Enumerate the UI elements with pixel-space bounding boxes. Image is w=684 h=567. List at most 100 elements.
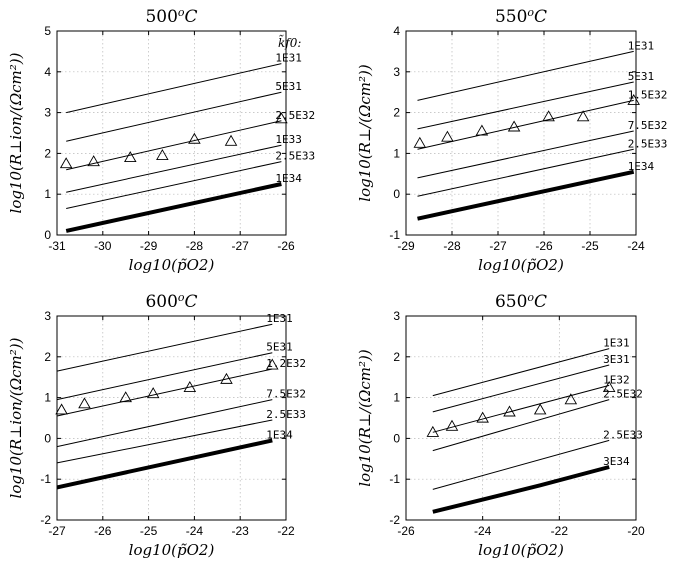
x-tick-label: -22	[551, 524, 569, 538]
x-tick-label: -26	[535, 239, 553, 253]
x-tick-label: -31	[48, 239, 66, 253]
y-tick-label: 4	[44, 65, 51, 79]
data-marker-triangle	[124, 151, 137, 163]
y-tick-label: 2	[44, 146, 51, 160]
series-label: 3E31	[603, 353, 630, 366]
series-label: 1E32	[603, 373, 630, 386]
series-label: 1E31	[266, 312, 293, 325]
y-tick-label: 1	[393, 391, 400, 405]
y-tick-label: 2	[393, 106, 400, 120]
series-label: 2.5E32	[275, 109, 315, 122]
y-tick-label: 2	[393, 350, 400, 364]
plot-frame	[56, 30, 287, 236]
x-axis-label: log10(p̃O2)	[478, 541, 564, 559]
series-line-7-5e32	[417, 130, 634, 179]
series-line-5e31	[66, 91, 282, 142]
x-tick-label: -26	[94, 524, 112, 538]
data-marker-triangle	[59, 157, 73, 169]
data-marker-triangle	[426, 425, 440, 437]
series-line-7-5e32	[56, 399, 273, 448]
series-label: 5E31	[275, 80, 302, 93]
y-tick-label: -2	[389, 513, 400, 527]
x-tick-label: -30	[94, 239, 112, 253]
series-line-1e31	[56, 323, 273, 372]
series-line-1e32	[432, 384, 610, 433]
y-tick-label: -1	[389, 228, 400, 242]
y-tick-label: 3	[44, 309, 51, 323]
y-tick-label: 0	[44, 228, 51, 242]
x-tick-label: -29	[397, 239, 415, 253]
series-line-1e31	[432, 348, 610, 397]
series-label: 1E31	[628, 39, 655, 52]
series-label: 2.5E33	[266, 408, 306, 421]
series-line-2-5e33	[56, 419, 273, 464]
x-tick-label: -23	[232, 524, 250, 538]
y-axis-label: log10(R⊥ion/(Ωcm²))	[7, 337, 25, 498]
series-line-1e34	[65, 182, 282, 233]
y-tick-label: -2	[40, 513, 51, 527]
series-line-1e31	[66, 63, 282, 114]
plot-frame	[56, 315, 287, 521]
series-label: 2.5E32	[603, 388, 643, 401]
series-line-1e31	[417, 50, 634, 101]
series-line-5e31	[56, 352, 273, 401]
y-tick-label: 1	[393, 146, 400, 160]
data-marker-triangle	[476, 411, 489, 423]
data-marker-triangle	[87, 155, 100, 167]
y-tick-label: 3	[44, 106, 51, 120]
y-axis-label: log10(R⊥/(Ωcm²))	[356, 349, 374, 487]
data-marker-triangle	[146, 387, 160, 399]
data-marker-triangle	[413, 136, 427, 148]
chart-panel-1: -31 -30 -29 -28 -27 -26 0 1 2 3 4 5 500oC log10(p̃O2)…	[7, 6, 315, 275]
x-tick-label: -25	[581, 239, 599, 253]
x-tick-label: -22	[277, 524, 295, 538]
series-label: 7.5E32	[266, 388, 306, 401]
data-marker-triangle	[220, 372, 233, 384]
series-line-2-5e32	[66, 120, 282, 171]
x-tick-label: -24	[627, 239, 645, 253]
x-tick-label: -28	[186, 239, 204, 253]
chart-title: 500oC	[145, 6, 197, 28]
series-label: 5E31	[628, 70, 655, 83]
series-line-3e31	[432, 364, 610, 413]
data-marker-triangle	[445, 419, 459, 431]
data-marker-triangle	[576, 110, 590, 122]
y-tick-label: 3	[393, 65, 400, 79]
data-marker-triangle	[602, 380, 616, 392]
x-tick-label: -27	[232, 239, 250, 253]
data-marker-triangle	[441, 130, 454, 142]
chart-panel-4: -26 -24 -22 -20 -2 -1 0 1 2 3 650oC log10(p̃O2) log1…	[356, 291, 645, 560]
y-axis-label: log10(R⊥/(Ωcm²))	[356, 64, 374, 202]
x-tick-label: -26	[397, 524, 415, 538]
y-tick-label: 0	[393, 187, 400, 201]
x-tick-label: -29	[140, 239, 158, 253]
series-line-1-5e32	[417, 99, 634, 150]
y-tick-label: 2	[44, 350, 51, 364]
data-marker-triangle	[119, 391, 132, 403]
data-marker-triangle	[503, 405, 516, 417]
plot-frame	[405, 30, 637, 236]
series-label: 1E31	[275, 52, 302, 65]
x-tick-label: -24	[474, 524, 492, 538]
series-label: 2.5E33	[628, 137, 668, 150]
x-axis-label: log10(p̃O2)	[478, 256, 564, 274]
plot-frame	[405, 315, 637, 521]
series-line-1e34	[417, 169, 635, 221]
data-marker-triangle	[475, 124, 489, 136]
series-label: 1E34	[266, 428, 293, 441]
series-label: 1E34	[275, 172, 302, 185]
data-marker-triangle	[188, 132, 201, 144]
y-tick-label: 0	[44, 431, 51, 445]
data-marker-triangle	[183, 380, 197, 392]
data-marker-triangle	[156, 149, 169, 161]
series-line-3e34	[432, 465, 610, 514]
data-marker-triangle	[224, 134, 238, 146]
x-tick-label: -28	[443, 239, 461, 253]
chart-title: 550oC	[495, 6, 547, 28]
series-line-2-5e32	[432, 399, 610, 452]
series-label: 1E33	[275, 133, 302, 146]
series-label: 1E31	[603, 337, 630, 350]
x-axis-label: log10(p̃O2)	[129, 256, 215, 274]
chart-title: 650oC	[495, 291, 547, 313]
